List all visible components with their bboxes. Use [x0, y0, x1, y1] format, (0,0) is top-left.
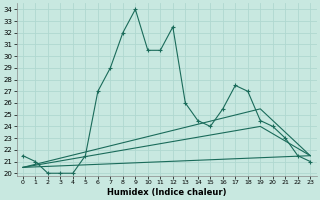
- X-axis label: Humidex (Indice chaleur): Humidex (Indice chaleur): [107, 188, 226, 197]
